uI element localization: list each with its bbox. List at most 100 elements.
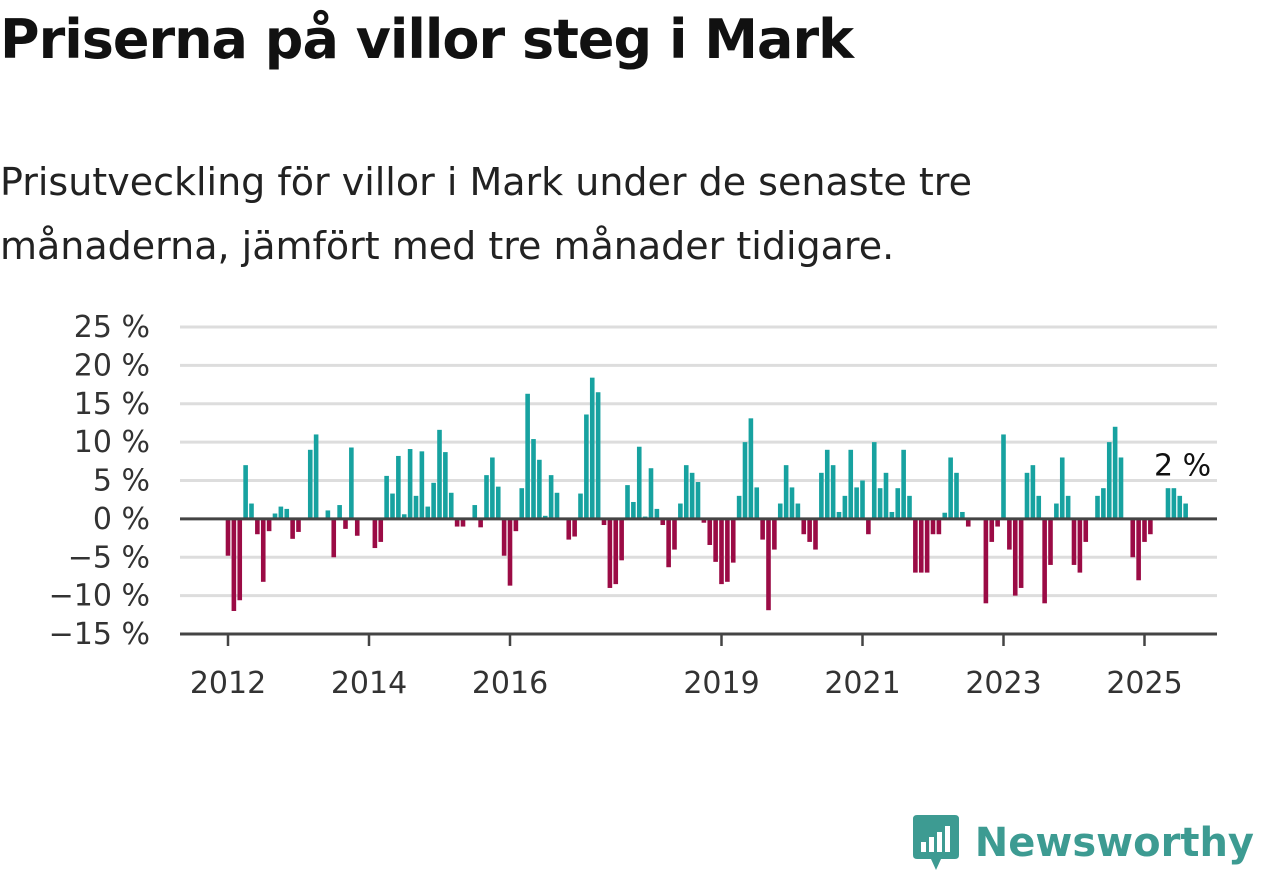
bar: [578, 493, 583, 519]
bar: [730, 518, 736, 563]
bar: [1130, 518, 1136, 558]
bar: [1048, 518, 1053, 565]
bar: [813, 518, 818, 550]
bar: [883, 472, 889, 519]
bar: [378, 518, 384, 542]
bar: [337, 505, 342, 519]
bar: [1101, 488, 1106, 519]
bar: [619, 518, 624, 561]
bar: [736, 495, 742, 519]
bar: [548, 475, 554, 519]
y-tick-label: −15 %: [49, 617, 150, 652]
bar: [625, 485, 630, 519]
tick-labels: 25 %20 % 15 %10 % 5 %0 %−5 % −10 %−15 % 2012…: [49, 310, 1183, 701]
bar: [965, 518, 971, 527]
bar: [1077, 518, 1083, 573]
bar: [748, 418, 754, 519]
brand-logo: Newsworthy: [911, 815, 1254, 871]
bar: [266, 518, 272, 532]
bar: [954, 472, 959, 519]
bar: [924, 518, 930, 573]
bar: [396, 455, 401, 519]
x-tick-label: 2012: [190, 666, 266, 701]
bar: [1018, 518, 1024, 588]
bar: [231, 518, 237, 611]
bar: [478, 518, 483, 528]
bar: [789, 487, 795, 519]
bar: [830, 465, 836, 519]
bar: [678, 503, 683, 519]
bar: [1054, 503, 1059, 519]
bar: [237, 518, 243, 601]
chart-title: Priserna på villor steg i Mark: [0, 8, 854, 71]
y-tick-label: 25 %: [74, 310, 150, 345]
bar: [654, 508, 660, 519]
bar: [331, 518, 337, 558]
bar: [372, 518, 378, 549]
bar: [542, 515, 548, 519]
bar: [895, 488, 901, 519]
bar: [525, 393, 530, 519]
bar: [707, 518, 713, 545]
bar: [1007, 518, 1012, 550]
bar: [666, 518, 671, 568]
bar: [307, 449, 313, 519]
bar: [1183, 503, 1188, 519]
bar: [501, 518, 507, 556]
bar: [1001, 434, 1006, 519]
bar: [1148, 518, 1153, 535]
x-tick-label: 2021: [824, 666, 900, 701]
x-tick-label: 2025: [1106, 666, 1182, 701]
bar: [942, 512, 948, 519]
newsworthy-logo-icon: [912, 815, 959, 870]
bar: [854, 487, 859, 519]
bar: [513, 518, 519, 532]
x-tick-label: 2023: [965, 666, 1041, 701]
bar: [877, 488, 883, 519]
bar: [689, 472, 695, 519]
bar: [672, 518, 677, 550]
last-value-annotation: 2 %: [1154, 449, 1211, 484]
bar: [648, 468, 654, 519]
bar: [343, 518, 348, 529]
bar: [272, 513, 278, 519]
axes: [180, 517, 1217, 646]
bar: [584, 414, 589, 519]
bar: [472, 505, 478, 519]
bar: [419, 451, 425, 519]
bar: [930, 518, 936, 535]
bar: [1095, 495, 1100, 519]
bar: [772, 518, 777, 550]
bar: [448, 492, 454, 519]
bar: [313, 434, 319, 519]
bar: [572, 518, 577, 537]
x-tick-label: 2014: [331, 666, 407, 701]
bar: [913, 518, 918, 573]
bar: [1059, 457, 1065, 519]
bar: [1106, 442, 1112, 519]
bar: [989, 518, 995, 542]
bar: [1165, 488, 1171, 519]
bar: [725, 518, 730, 582]
bar: [1030, 465, 1036, 519]
bar: [507, 518, 513, 586]
bar: [1042, 518, 1047, 604]
bar: [607, 518, 613, 588]
bar: [255, 518, 260, 535]
bar: [713, 518, 718, 562]
bar: [296, 518, 301, 532]
bar: [425, 506, 431, 519]
bar: [589, 377, 595, 519]
bar: [401, 514, 407, 519]
bar: [260, 518, 266, 582]
bar: [278, 506, 284, 519]
bar: [613, 518, 619, 585]
y-tick-label: 0 %: [93, 502, 150, 537]
bar: [325, 510, 331, 519]
bar: [1036, 495, 1042, 519]
bar: [871, 442, 877, 519]
bar: [760, 518, 765, 540]
bar: [1177, 495, 1183, 519]
bar: [249, 503, 254, 519]
bar: [390, 493, 395, 519]
